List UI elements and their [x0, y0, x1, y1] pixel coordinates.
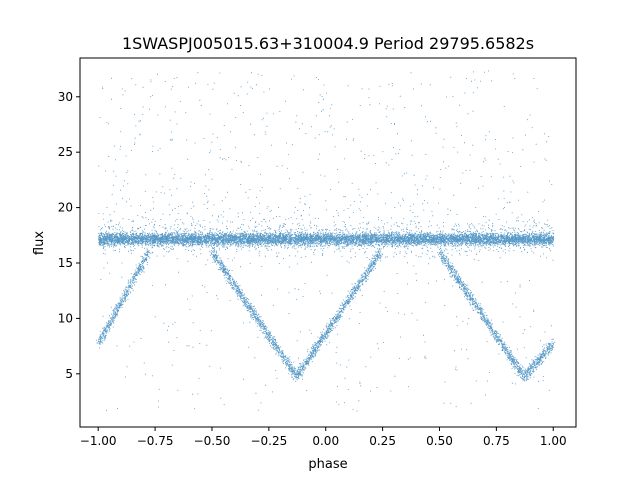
x-axis-ticks: −1.00 −0.75 −0.50 −0.25 0.00 0.25 0.50 0.75 1.00	[80, 427, 567, 448]
x-tick-label: −0.75	[137, 434, 174, 448]
x-axis-label: phase	[308, 457, 347, 472]
y-tick-label: 15	[58, 256, 73, 270]
y-tick-label: 10	[58, 311, 73, 325]
x-tick-label: 0.50	[426, 434, 453, 448]
x-tick-label: 0.75	[483, 434, 510, 448]
data-points	[95, 70, 556, 412]
y-axis-ticks: 5 10 15 20 25 30	[58, 90, 80, 381]
y-tick-label: 25	[58, 145, 73, 159]
x-tick-label: 0.25	[369, 434, 396, 448]
x-tick-label: 1.00	[540, 434, 567, 448]
scatter-points	[95, 70, 556, 412]
plot-frame	[79, 57, 577, 428]
y-tick-label: 30	[58, 90, 73, 104]
y-axis-label: flux	[32, 231, 47, 255]
x-tick-label: −0.50	[194, 434, 231, 448]
x-tick-label: 0.00	[312, 434, 339, 448]
x-tick-label: −1.00	[80, 434, 117, 448]
y-tick-label: 20	[58, 201, 73, 215]
x-tick-label: −0.25	[250, 434, 287, 448]
y-tick-label: 5	[65, 367, 73, 381]
chart-title: 1SWASPJ005015.63+310004.9 Period 29795.6…	[122, 34, 534, 53]
